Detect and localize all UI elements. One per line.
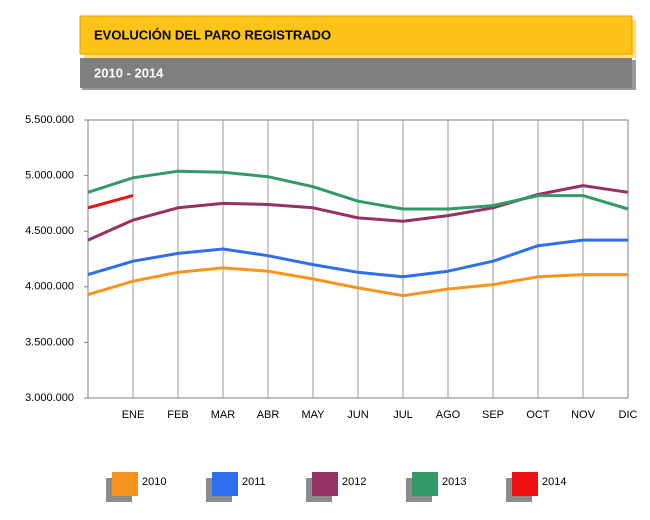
x-tick-label: AGO <box>436 409 461 421</box>
chart-title: EVOLUCIÓN DEL PARO REGISTRADO <box>94 27 331 42</box>
legend-label: 2013 <box>442 476 466 488</box>
legend-swatch <box>312 472 338 496</box>
y-tick-label: 5.500.000 <box>25 114 74 126</box>
legend-label: 2010 <box>142 476 166 488</box>
legend-swatch <box>112 472 138 496</box>
x-tick-label: SEP <box>482 409 504 421</box>
x-tick-label: MAY <box>301 409 325 421</box>
y-tick-label: 4.000.000 <box>25 281 74 293</box>
y-tick-label: 3.000.000 <box>25 392 74 404</box>
x-tick-label: FEB <box>167 409 188 421</box>
x-tick-label: OCT <box>526 409 550 421</box>
y-tick-label: 4.500.000 <box>25 225 74 237</box>
subtitle-bar <box>80 58 632 88</box>
legend-label: 2011 <box>242 476 266 488</box>
legend-swatch <box>512 472 538 496</box>
legend-swatch <box>412 472 438 496</box>
x-tick-label: ENE <box>122 409 145 421</box>
series-line <box>87 169 629 211</box>
legend-swatch <box>212 472 238 496</box>
x-tick-label: DIC <box>619 409 638 421</box>
x-tick-label: JUN <box>347 409 368 421</box>
x-tick-label: JUL <box>393 409 413 421</box>
legend-label: 2014 <box>542 476 566 488</box>
y-tick-label: 5.000.000 <box>25 170 74 182</box>
y-tick-label: 3.500.000 <box>25 336 74 348</box>
x-tick-label: MAR <box>211 409 236 421</box>
x-tick-label: NOV <box>571 409 596 421</box>
series-line <box>87 266 628 298</box>
title-bar <box>79 15 633 55</box>
chart-subtitle: 2010 - 2014 <box>94 65 164 80</box>
series-line <box>87 194 134 210</box>
x-tick-label: ABR <box>257 409 280 421</box>
legend-label: 2012 <box>342 476 366 488</box>
series-line <box>87 238 628 279</box>
